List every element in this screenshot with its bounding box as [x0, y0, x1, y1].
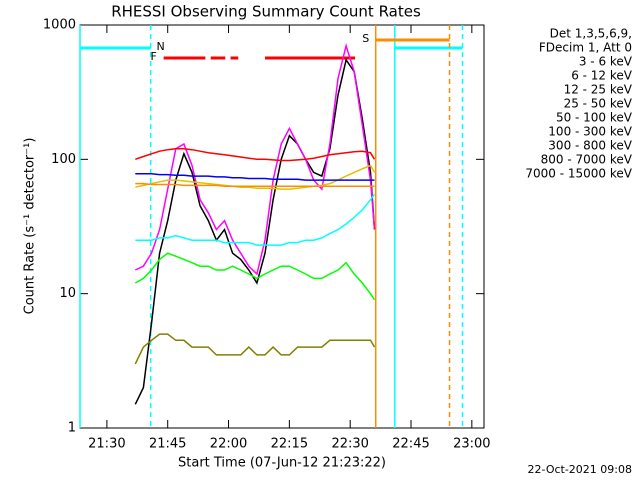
series-line	[135, 147, 376, 162]
series-line	[134, 333, 376, 365]
legend-entry: 12 - 25 keV	[564, 83, 633, 97]
marker-label: F	[150, 50, 156, 63]
legend-entry: 100 - 300 keV	[548, 125, 632, 139]
x-tick-label: 22:30	[331, 437, 368, 452]
plot-frame	[79, 24, 485, 429]
legend-title: Det 1,3,5,6,9,	[550, 27, 632, 41]
series-line	[135, 173, 375, 181]
x-tick-label: 23:00	[453, 437, 490, 452]
marker-label: N	[157, 40, 165, 53]
x-tick-label: 21:45	[149, 437, 186, 452]
y-axis-label: Count Rate (s⁻¹ detector⁻¹)	[23, 138, 38, 315]
x-axis-label: Start Time (07-Jun-12 21:23:22)	[178, 456, 386, 471]
series-line	[134, 43, 376, 276]
x-tick-label: 22:45	[392, 437, 429, 452]
series-line	[134, 252, 376, 301]
legend-entry: 7000 - 15000 keV	[525, 167, 632, 181]
timestamp: 22-Oct-2021 09:08	[528, 463, 632, 476]
marker-label: S	[362, 32, 369, 45]
legend-title: FDecim 1, Att 0	[539, 41, 632, 55]
y-tick-label: 100	[51, 152, 76, 167]
legend-entry: 300 - 800 keV	[548, 139, 632, 153]
legend-entry: 6 - 12 keV	[571, 69, 633, 83]
series-line	[135, 182, 375, 188]
series-line	[135, 193, 376, 246]
legend-entry: 800 - 7000 keV	[541, 153, 633, 167]
y-tick-label: 1	[68, 421, 76, 436]
x-tick-label: 22:15	[271, 437, 308, 452]
chart-title: RHESSI Observing Summary Count Rates	[111, 3, 421, 21]
y-tick-label: 1000	[43, 18, 76, 33]
legend-entry: 3 - 6 keV	[579, 55, 633, 69]
legend-entry: 25 - 50 keV	[564, 97, 633, 111]
legend-entry: 50 - 100 keV	[556, 111, 633, 125]
x-tick-label: 22:00	[210, 437, 247, 452]
x-tick-label: 21:30	[88, 437, 125, 452]
y-tick-label: 10	[59, 286, 76, 301]
